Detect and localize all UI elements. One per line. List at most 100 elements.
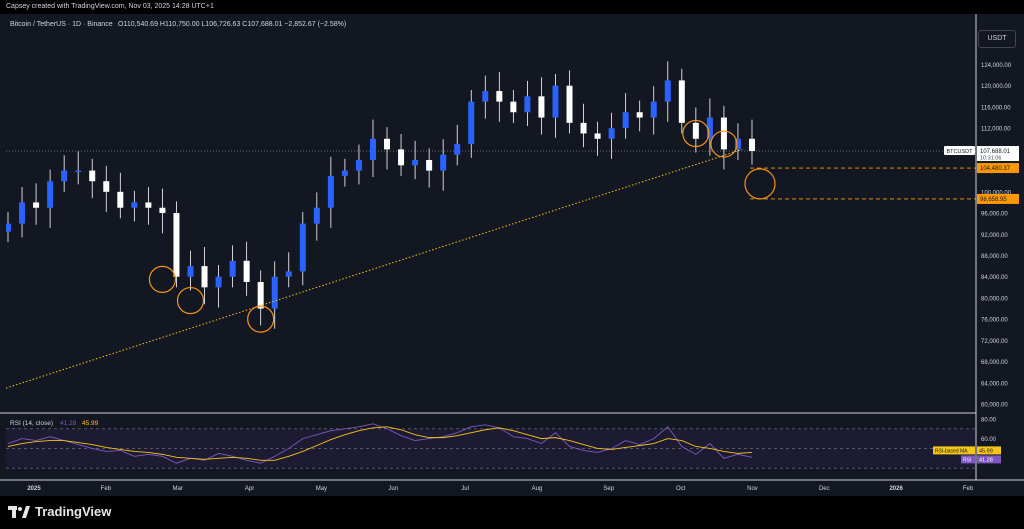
- candle: [369, 138, 376, 160]
- credit-bar: Capsey created with TradingView.com, Nov…: [0, 0, 1024, 14]
- highlight-circle[interactable]: [247, 305, 275, 333]
- candle: [496, 91, 503, 102]
- x-tick-label: Dec: [819, 486, 830, 492]
- y-tick-label: 120,000.00: [981, 84, 1012, 90]
- rsi-ma-name: RSI-based MA: [935, 448, 968, 454]
- brand-bar: TradingView: [0, 496, 1024, 529]
- candle: [201, 266, 208, 288]
- candle: [482, 91, 489, 102]
- highlight-circle[interactable]: [148, 265, 177, 293]
- candle: [552, 85, 559, 118]
- candle: [468, 101, 475, 145]
- tradingview-logo[interactable]: TradingView: [8, 504, 111, 519]
- support-price-value: 98,658.95: [980, 197, 1007, 203]
- candle: [243, 260, 250, 283]
- candle: [299, 223, 306, 272]
- y-tick-label: 80,000.00: [981, 296, 1008, 302]
- highlight-circle[interactable]: [744, 168, 776, 200]
- candle: [117, 191, 124, 208]
- candle: [327, 175, 334, 208]
- candle: [440, 154, 447, 171]
- x-tick-label: Jul: [461, 486, 469, 492]
- candle: [341, 170, 348, 176]
- candle: [47, 181, 54, 208]
- candle: [524, 96, 531, 113]
- rsi-value-tag: [977, 455, 1001, 464]
- candle: [412, 159, 419, 166]
- candle: [678, 80, 685, 123]
- ascending-trendline[interactable]: [6, 148, 743, 389]
- candle: [580, 122, 587, 134]
- candle: [6, 223, 11, 232]
- rsi-ma-name-tag: [933, 446, 975, 455]
- y-tick-label: 116,000.00: [981, 105, 1011, 111]
- candle: [426, 159, 433, 171]
- candle: [749, 138, 755, 151]
- chart-legend-ohlc: O110,540.69 H110,750.00 L106,726.63 C107…: [118, 21, 346, 28]
- candle: [33, 202, 40, 208]
- highlight-circle[interactable]: [176, 286, 205, 315]
- rsi-name: RSI: [963, 457, 971, 463]
- candle: [19, 202, 26, 224]
- candle: [61, 170, 68, 182]
- x-tick-label: Sep: [603, 486, 614, 492]
- candle: [215, 276, 222, 288]
- candle: [355, 159, 362, 171]
- x-tick-label: Apr: [245, 486, 254, 492]
- rsi-value: 41.28: [979, 457, 993, 463]
- tradingview-logo-icon: [8, 505, 30, 518]
- candle: [692, 122, 699, 139]
- y-tick-label: 68,000.00: [981, 360, 1008, 366]
- highlight-circle[interactable]: [710, 130, 738, 158]
- rsi-ma-legend-value: 45.99: [82, 420, 99, 427]
- candle: [187, 266, 194, 277]
- candle: [650, 101, 657, 118]
- candle: [384, 138, 391, 150]
- rsi-tick-label: 80.00: [981, 417, 997, 423]
- symbol-tag-label: BTCUSDT: [947, 149, 974, 155]
- rsi-band: [6, 428, 976, 469]
- candle: [131, 202, 138, 208]
- rsi-ma-value: 45.99: [979, 448, 993, 454]
- rsi-tick-label: 60.00: [981, 437, 997, 443]
- rsi-legend-value: 41.28: [60, 420, 77, 427]
- y-tick-label: 96,000.00: [981, 212, 1008, 218]
- rsi-legend-title[interactable]: RSI (14, close): [10, 420, 53, 427]
- candle: [454, 144, 461, 155]
- candle: [622, 112, 629, 129]
- rsi-ma-value-tag: [977, 446, 1001, 455]
- y-tick-label: 76,000.00: [981, 318, 1008, 324]
- y-tick-label: 112,000.00: [981, 127, 1011, 133]
- x-tick-label: 2025: [27, 486, 41, 492]
- x-tick-label: Aug: [532, 486, 543, 492]
- candle: [313, 207, 320, 224]
- candle: [566, 85, 573, 123]
- chart-legend-symbol[interactable]: Bitcoin / TetherUS · 1D · Binance: [10, 21, 113, 28]
- candle: [510, 101, 517, 113]
- candle: [734, 138, 741, 150]
- rsi-line: [7, 423, 753, 464]
- candle: [229, 260, 236, 277]
- candle: [594, 133, 601, 139]
- candle: [608, 128, 615, 139]
- currency-button[interactable]: USDT: [978, 30, 1016, 48]
- highlight-circle[interactable]: [682, 119, 710, 148]
- countdown-timer: 10:31:06: [980, 156, 1001, 162]
- candle: [257, 282, 264, 309]
- support-price-tag: [977, 163, 1019, 174]
- credit-text: Capsey created with TradingView.com, Nov…: [6, 3, 214, 10]
- candle: [89, 170, 96, 182]
- candle: [664, 80, 671, 102]
- candle: [271, 276, 278, 309]
- symbol-tag: [944, 146, 975, 156]
- candle: [159, 207, 166, 214]
- x-tick-label: May: [316, 486, 327, 492]
- candle: [173, 213, 180, 277]
- rsi-ma-line: [7, 426, 753, 461]
- x-tick-label: 2026: [889, 486, 903, 492]
- candle: [145, 202, 152, 208]
- candle: [285, 271, 292, 277]
- x-tick-label: Mar: [173, 486, 183, 492]
